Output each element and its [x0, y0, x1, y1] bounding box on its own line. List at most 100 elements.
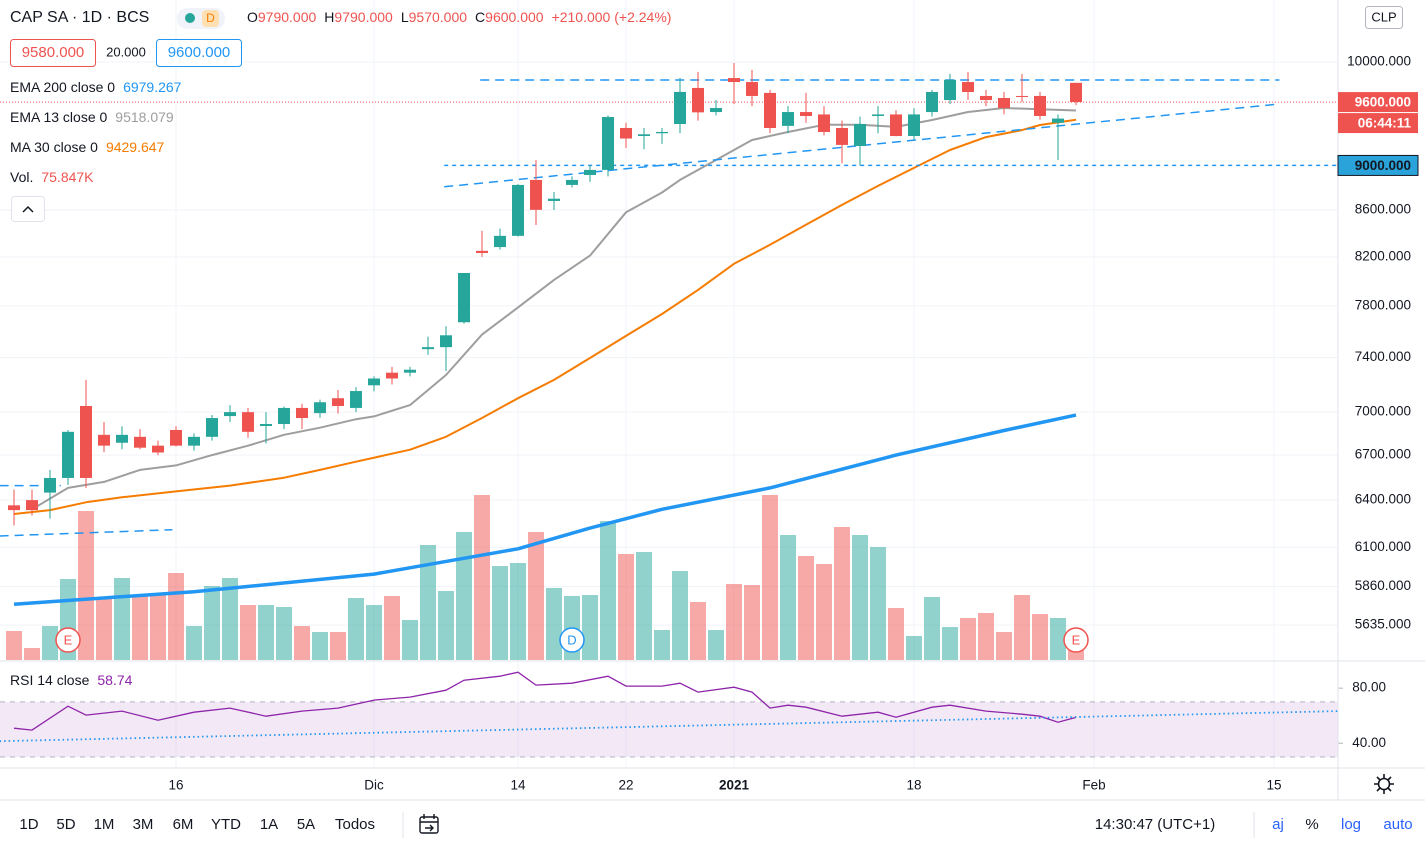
volume-bar	[924, 597, 940, 660]
candle-body	[386, 372, 398, 379]
indicator-legend: MA 30 close 0 9429.647	[10, 139, 165, 155]
scale-option[interactable]: aj	[1272, 816, 1284, 833]
event-marker[interactable]	[55, 627, 81, 653]
collapse-button[interactable]	[11, 196, 45, 222]
price-axis-label: 8600.000	[1355, 202, 1411, 217]
candle-body	[206, 418, 218, 437]
currency: CLP	[1371, 9, 1396, 24]
back-layer	[0, 0, 1343, 768]
volume-bar	[276, 607, 292, 660]
goto-date-icon[interactable]	[419, 814, 439, 834]
candle-body	[62, 431, 74, 478]
range-button[interactable]: 5A	[297, 816, 315, 833]
candle-body	[548, 198, 560, 201]
volume-bar	[672, 571, 688, 660]
readout-value: 9790.000	[334, 9, 393, 25]
rsi-legend: RSI 14 close 58.74	[10, 672, 133, 688]
candle-body	[494, 235, 506, 248]
mid-layer	[0, 79, 1339, 743]
candle-body	[530, 179, 542, 210]
range-button[interactable]: 1A	[260, 816, 278, 833]
indicator-value: 6979.267	[123, 79, 182, 95]
candle-body	[350, 391, 362, 408]
candle-body	[116, 434, 128, 443]
delayed-badge	[202, 10, 219, 27]
volume-bar	[1032, 614, 1048, 660]
volume-bar	[258, 605, 274, 660]
scale-option[interactable]: auto	[1383, 816, 1412, 833]
candle-body	[134, 436, 146, 448]
range-button[interactable]: Todos	[335, 816, 375, 833]
candle-body	[1034, 95, 1046, 116]
candle-body	[278, 407, 290, 424]
volume-bar	[114, 578, 130, 660]
volume-bar	[78, 511, 94, 660]
event-marker[interactable]	[559, 627, 585, 653]
countdown-tag	[1338, 113, 1418, 134]
ask-price: 9600.000	[168, 44, 231, 61]
ask-box[interactable]	[156, 39, 242, 67]
volume-bar	[600, 521, 616, 660]
candle-body	[224, 412, 236, 417]
candle-body	[764, 92, 776, 128]
volume-bar	[996, 632, 1012, 660]
range-button[interactable]: 1M	[94, 816, 115, 833]
event-marker[interactable]	[1063, 627, 1089, 653]
volume-bar	[528, 532, 544, 660]
indicator-name: MA 30 close 0	[10, 139, 98, 155]
rsi-line	[13, 671, 1077, 731]
settings-icon[interactable]	[1374, 774, 1394, 794]
candle-body	[512, 184, 524, 236]
candle-body	[656, 131, 668, 134]
rsi-trend-line	[0, 710, 1339, 743]
market-open-dot	[185, 13, 195, 23]
price-axis-label: 7400.000	[1355, 349, 1411, 364]
delayed-badge-label: D	[206, 11, 215, 25]
range-button[interactable]: 5D	[56, 816, 75, 833]
rsi-value: 58.74	[97, 672, 132, 688]
moving-average-line	[13, 413, 1077, 606]
volume-bar	[24, 648, 40, 660]
volume-bar	[726, 584, 742, 660]
volume-bar	[294, 626, 310, 660]
candle-body	[8, 505, 20, 511]
volume-bar	[456, 532, 472, 660]
volume-bar	[618, 554, 634, 660]
price-axis-label: 7800.000	[1355, 297, 1411, 312]
candle-body	[368, 378, 380, 386]
range-button[interactable]: 6M	[173, 816, 194, 833]
volume-bar	[474, 495, 490, 660]
price-axis-label: 10000.000	[1347, 54, 1411, 69]
scale-option[interactable]: log	[1341, 816, 1361, 833]
candle-body	[638, 134, 650, 136]
time-axis-label: 22	[618, 778, 633, 793]
price-axis-label: 6100.000	[1355, 539, 1411, 554]
calendar-frame	[419, 816, 439, 834]
price-axis-label: 7000.000	[1355, 404, 1411, 419]
scale-option[interactable]: %	[1305, 816, 1318, 833]
candle-body	[674, 91, 686, 124]
volume-bar	[582, 595, 598, 660]
bid-box[interactable]	[10, 39, 96, 67]
candle-body	[710, 108, 722, 113]
collapse-icon	[22, 205, 34, 213]
candle-body	[872, 114, 884, 116]
volume-bar	[150, 594, 166, 660]
volume-bar	[870, 547, 886, 660]
candle-body	[620, 127, 632, 139]
volume-legend: Vol. 75.847K	[10, 169, 94, 185]
gear-teeth	[1374, 774, 1394, 794]
price-tag	[1337, 154, 1419, 176]
candle-body	[296, 407, 308, 419]
range-button[interactable]: 3M	[133, 816, 154, 833]
candle-body	[260, 423, 272, 426]
currency-box[interactable]	[1365, 6, 1403, 29]
volume-bar	[888, 608, 904, 660]
price-tag-label: 9600.000	[1355, 95, 1411, 110]
range-button[interactable]: YTD	[211, 816, 241, 833]
range-button[interactable]: 1D	[19, 816, 38, 833]
candle-body	[800, 112, 812, 116]
volume-bar	[42, 626, 58, 660]
volume-bar	[798, 556, 814, 660]
